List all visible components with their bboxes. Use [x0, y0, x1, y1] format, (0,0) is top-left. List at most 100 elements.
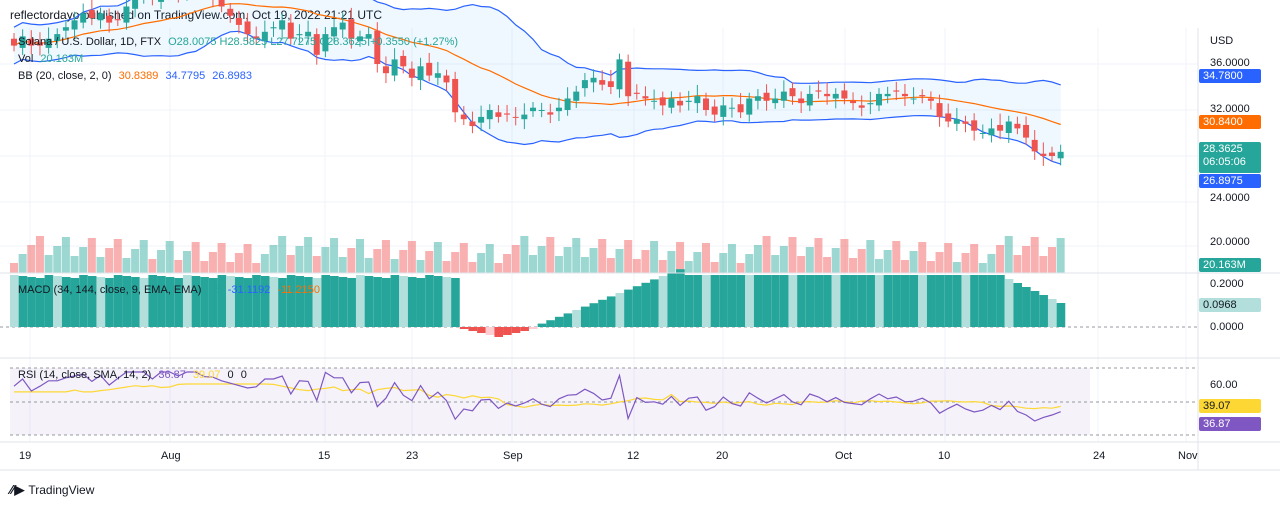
macd-bar — [381, 278, 391, 327]
volume-bar — [407, 241, 416, 273]
price-tick: 36.0000 — [1210, 57, 1250, 69]
candle-body — [1049, 152, 1055, 156]
rsi-sma-tag: 39.07 — [1199, 399, 1261, 413]
macd-bar — [823, 275, 832, 327]
candle-body — [581, 80, 588, 89]
macd-bar — [122, 276, 132, 327]
x-tick: 19 — [19, 450, 32, 462]
macd-bar — [1039, 295, 1048, 327]
candle-body — [780, 91, 787, 101]
volume-bar — [10, 263, 18, 273]
macd-bar — [330, 276, 339, 327]
volume-bar — [356, 239, 364, 273]
candle-body — [88, 9, 95, 18]
candle-body — [408, 68, 415, 78]
volume-bar — [18, 254, 27, 273]
macd-bar — [598, 299, 607, 327]
candle-body — [642, 96, 649, 99]
candle-body — [538, 110, 545, 111]
macd-bar — [217, 275, 227, 327]
x-tick: 10 — [938, 450, 951, 462]
x-tick: 20 — [716, 450, 729, 462]
bb-legend: BB (20, close, 2, 0) 30.8389 34.7795 26.… — [18, 70, 256, 82]
macd-bar — [624, 289, 633, 327]
volume-bar — [935, 252, 944, 273]
macd-bar — [900, 275, 910, 327]
rsi-line — [13, 371, 1061, 422]
candle-body — [357, 36, 363, 41]
macd-tag: 0.0968 — [1199, 298, 1261, 312]
candle-body — [313, 34, 320, 55]
macd-bar — [1056, 303, 1066, 327]
volume-bar — [632, 259, 641, 273]
volume-bar — [944, 243, 953, 273]
volume-bar — [390, 259, 399, 273]
candle-body — [555, 107, 562, 112]
macd-bar — [312, 278, 322, 327]
volume-bar — [174, 260, 183, 273]
candle-body — [936, 103, 943, 117]
candle-body — [884, 93, 891, 97]
volume-bar — [139, 240, 148, 273]
macd-bar — [468, 327, 478, 331]
candle-body — [824, 93, 831, 97]
volume-bar — [468, 262, 477, 273]
macd-v2: -31.1192 — [227, 284, 271, 296]
candle-body — [1057, 151, 1064, 159]
candle-body — [728, 107, 735, 109]
volume-bar — [87, 238, 96, 273]
macd-bar — [200, 277, 209, 327]
volume-bar — [537, 246, 546, 273]
candle-body — [625, 61, 632, 97]
volume-bar — [892, 241, 901, 273]
volume-bar — [183, 251, 191, 273]
macd-bar — [234, 277, 244, 327]
macd-bar — [745, 275, 754, 327]
volume-bar — [658, 260, 667, 273]
volume-bar — [200, 261, 209, 273]
rsi-v3: 0 — [227, 369, 234, 381]
macd-bar — [477, 327, 486, 333]
volume-bar — [546, 237, 555, 273]
bb-label: BB (20, close, 2, 0) — [18, 70, 112, 82]
volume-bar — [883, 250, 892, 273]
macd-bar — [849, 275, 858, 327]
macd-bar — [788, 275, 798, 327]
bb-lower-tag: 26.8975 — [1199, 174, 1261, 188]
macd-bar — [1004, 279, 1014, 327]
x-tick: 23 — [406, 450, 419, 462]
volume-bar — [719, 253, 728, 273]
volume-bar — [554, 256, 563, 273]
volume-bar — [1056, 238, 1065, 273]
bollinger-bands — [13, 0, 1061, 165]
macd-bar — [753, 275, 763, 327]
volume-bar — [494, 263, 503, 273]
macd-bar — [831, 275, 841, 327]
macd-bar — [503, 327, 512, 335]
candle-body — [953, 119, 960, 124]
volume-bar — [970, 244, 979, 273]
bb-lower-line — [13, 30, 1061, 165]
macd-bar — [252, 275, 261, 327]
candle-body — [434, 73, 441, 78]
volume-bar — [459, 243, 468, 273]
candle-body — [547, 112, 554, 115]
price-tick: 20.0000 — [1210, 236, 1250, 248]
candle-body — [1040, 153, 1047, 156]
x-tick: Sep — [503, 450, 523, 462]
macd-bar — [148, 275, 157, 327]
macd-bar — [321, 275, 330, 327]
macd-bar — [1048, 299, 1057, 327]
macd-bar — [1013, 283, 1022, 327]
macd-bar — [165, 277, 175, 327]
macd-bar — [632, 286, 642, 327]
candle-body — [218, 0, 225, 7]
candle-body — [659, 97, 666, 106]
candle-body — [80, 13, 87, 23]
volume-bar — [226, 262, 235, 273]
candle-body — [106, 15, 113, 23]
macd-bar — [44, 275, 54, 327]
vol-label: Vol — [18, 53, 34, 65]
macd-bar — [53, 276, 62, 327]
